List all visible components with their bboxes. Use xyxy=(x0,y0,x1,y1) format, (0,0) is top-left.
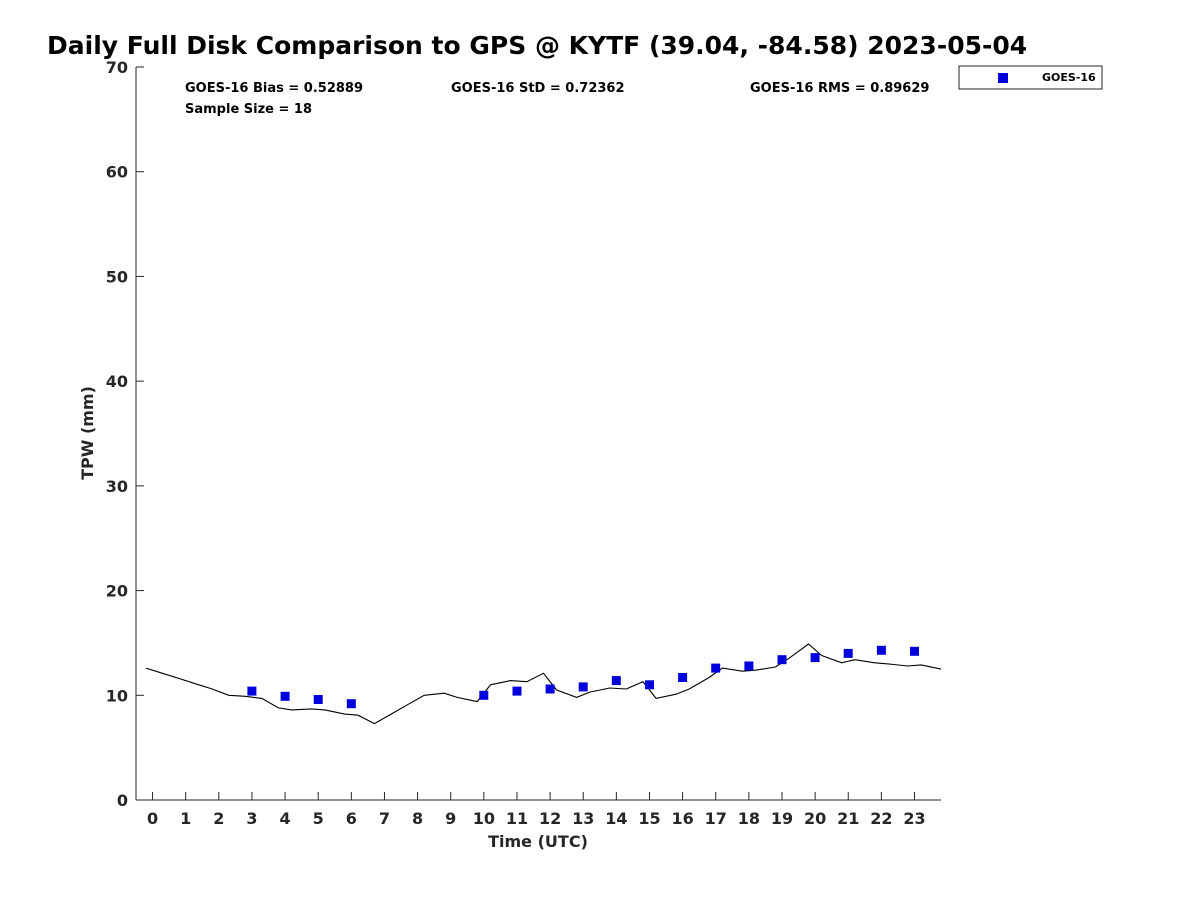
x-tick-label: 9 xyxy=(445,809,456,828)
x-tick-label: 15 xyxy=(638,809,660,828)
x-tick-label: 14 xyxy=(605,809,627,828)
goes16-data-point xyxy=(678,673,688,682)
sample-size-stat: Sample Size = 18 xyxy=(185,102,312,117)
goes16-data-point xyxy=(843,648,853,658)
x-tick-label: 7 xyxy=(379,809,390,828)
x-tick-label: 3 xyxy=(246,809,257,828)
x-tick-label: 11 xyxy=(506,809,528,828)
goes16-data-point xyxy=(280,691,290,701)
goes16-data-point xyxy=(611,676,621,686)
x-tick-label: 18 xyxy=(738,809,760,828)
legend-marker-goes16 xyxy=(998,73,1008,83)
x-tick-label: 1 xyxy=(180,809,191,828)
goes16-data-point xyxy=(910,646,919,656)
x-tick-label: 19 xyxy=(771,809,793,828)
x-axis-label: Time (UTC) xyxy=(488,832,588,851)
x-tick-label: 10 xyxy=(473,809,495,828)
y-tick-label: 70 xyxy=(106,58,128,77)
y-tick-label: 20 xyxy=(106,582,128,601)
goes16-data-point xyxy=(744,661,754,671)
goes16-series-points xyxy=(247,645,919,709)
x-tick-label: 23 xyxy=(903,809,925,828)
x-axis-ticks: 0 1 2 3 4 5 6 7 8 9 10 11 12 13 14 15 16 17 18 19 20 21 22 23 xyxy=(147,792,926,828)
goes16-data-point xyxy=(711,663,721,673)
x-tick-label: 2 xyxy=(213,809,224,828)
rms-stat: GOES-16 RMS = 0.89629 xyxy=(750,81,929,96)
goes16-data-point xyxy=(313,695,323,704)
x-tick-label: 20 xyxy=(804,809,826,828)
x-tick-label: 0 xyxy=(147,809,158,828)
bias-stat: GOES-16 Bias = 0.52889 xyxy=(185,81,363,96)
y-tick-label: 40 xyxy=(106,372,128,391)
y-tick-label: 50 xyxy=(106,267,128,286)
x-tick-label: 12 xyxy=(539,809,561,828)
x-tick-label: 6 xyxy=(346,809,357,828)
x-tick-label: 5 xyxy=(313,809,324,828)
std-stat: GOES-16 StD = 0.72362 xyxy=(451,81,625,96)
x-tick-label: 21 xyxy=(837,809,859,828)
goes16-data-point xyxy=(346,699,356,709)
goes16-data-point xyxy=(545,684,555,694)
goes16-data-point xyxy=(876,645,886,655)
goes16-data-point xyxy=(645,680,654,690)
y-axis-ticks: 0 10 20 30 40 50 60 70 xyxy=(106,58,144,810)
x-tick-label: 17 xyxy=(705,809,727,828)
x-tick-label: 4 xyxy=(280,809,291,828)
goes16-data-point xyxy=(777,655,787,665)
goes16-data-point xyxy=(578,682,588,692)
y-tick-label: 30 xyxy=(106,477,128,496)
x-tick-label: 16 xyxy=(671,809,693,828)
y-tick-label: 0 xyxy=(117,791,128,810)
chart-title: Daily Full Disk Comparison to GPS @ KYTF… xyxy=(47,31,1027,60)
gps-series-line xyxy=(145,643,942,725)
goes16-data-point xyxy=(512,686,522,696)
goes16-data-point xyxy=(810,653,820,663)
y-tick-label: 10 xyxy=(106,686,128,705)
legend-label-goes16: GOES-16 xyxy=(1042,71,1096,84)
x-tick-label: 8 xyxy=(412,809,423,828)
x-tick-label: 13 xyxy=(572,809,594,828)
goes16-data-point xyxy=(479,690,489,700)
legend-box xyxy=(958,65,1103,90)
legend: GOES-16 xyxy=(958,65,1103,90)
x-tick-label: 22 xyxy=(870,809,892,828)
y-axis-label: TPW (mm) xyxy=(78,386,97,480)
y-tick-label: 60 xyxy=(106,163,128,182)
goes16-data-point xyxy=(247,686,257,696)
